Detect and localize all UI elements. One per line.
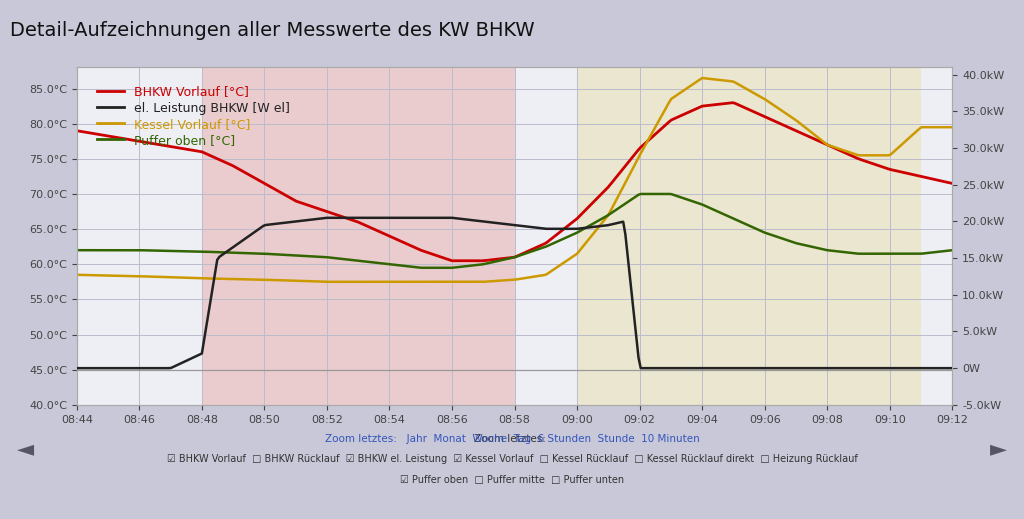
Bar <box>578 67 921 405</box>
Text: Zoom letztes:: Zoom letztes: <box>474 433 550 444</box>
Text: ☑ Puffer oben  □ Puffer mitte  □ Puffer unten: ☑ Puffer oben □ Puffer mitte □ Puffer un… <box>400 475 624 485</box>
Text: ◄: ◄ <box>17 439 34 459</box>
Legend: BHKW Vorlauf [°C], el. Leistung BHKW [W el], Kessel Vorlauf [°C], Puffer oben [°: BHKW Vorlauf [°C], el. Leistung BHKW [W … <box>92 80 295 152</box>
Text: ☑ BHKW Vorlauf  □ BHKW Rücklauf  ☑ BHKW el. Leistung  ☑ Kessel Vorlauf  □ Kessel: ☑ BHKW Vorlauf □ BHKW Rücklauf ☑ BHKW el… <box>167 454 857 465</box>
Bar <box>202 67 514 405</box>
Text: Zoom letztes:   Jahr  Monat  Woche  Tag  6 Stunden  Stunde  10 Minuten: Zoom letztes: Jahr Monat Woche Tag 6 Stu… <box>325 433 699 444</box>
Text: Detail-Aufzeichnungen aller Messwerte des KW BHKW: Detail-Aufzeichnungen aller Messwerte de… <box>10 21 535 40</box>
Text: ►: ► <box>990 439 1007 459</box>
